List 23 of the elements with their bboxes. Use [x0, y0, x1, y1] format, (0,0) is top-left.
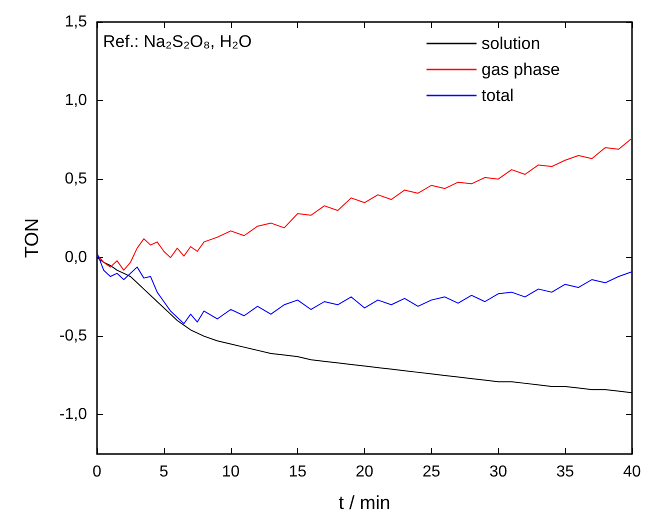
x-tick-label: 25 [422, 464, 440, 480]
line-series [96, 252, 632, 324]
y-tick-label: -0,5 [59, 328, 88, 345]
x-tick-label: 35 [556, 464, 574, 480]
y-tick-label: 1,5 [64, 14, 88, 30]
x-tick-label: 10 [222, 464, 240, 480]
x-tick-label: 15 [288, 464, 307, 480]
line-series [96, 138, 632, 271]
y-tick-label: 0,5 [64, 170, 88, 188]
x-tick-label: 0 [92, 464, 102, 480]
y-tick-label: 1,0 [64, 92, 88, 110]
x-axis-title: t / min [338, 493, 390, 514]
y-tick-label: -1,0 [59, 406, 88, 424]
legend-label: solution [482, 34, 540, 53]
x-tick-label: 30 [489, 464, 508, 480]
legend-label: gas phase [482, 60, 560, 79]
x-tick-label: 40 [623, 464, 641, 480]
x-tick-label: 20 [356, 464, 374, 480]
y-axis-title: TON [22, 218, 43, 258]
x-tick-label: 5 [159, 464, 168, 480]
legend-label: total [482, 86, 514, 105]
y-tick-label: 0,0 [64, 249, 88, 266]
annotation: Ref.: Na₂S₂O₈, H₂O [103, 32, 252, 51]
